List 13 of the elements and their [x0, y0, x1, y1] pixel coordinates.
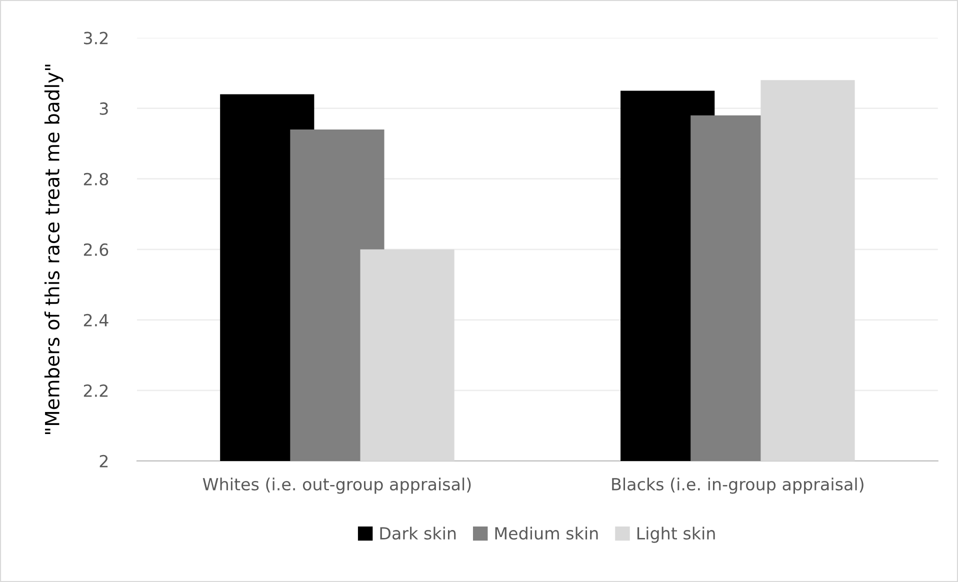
y-tick-label: 2.4 [84, 314, 108, 326]
legend-label: Medium skin [495, 526, 598, 540]
y-tick-label: 2.6 [84, 243, 108, 256]
x-tick-label: Blacks (i.e. in-group appraisal) [612, 478, 864, 494]
y-tick-label: 3 [100, 102, 108, 115]
y-tick-label: 2.2 [84, 384, 108, 397]
y-tick-label: 2 [100, 454, 108, 468]
y-tick-label: 2.8 [84, 172, 108, 186]
x-tick-label: Whites (i.e. out-group appraisal) [202, 478, 471, 494]
y-tick-label: 3.2 [84, 32, 108, 44]
y-axis-title: "Members of this race treat me badly" [44, 64, 64, 434]
legend-label: Dark skin [380, 526, 456, 540]
legend-label: Light skin [637, 526, 715, 543]
